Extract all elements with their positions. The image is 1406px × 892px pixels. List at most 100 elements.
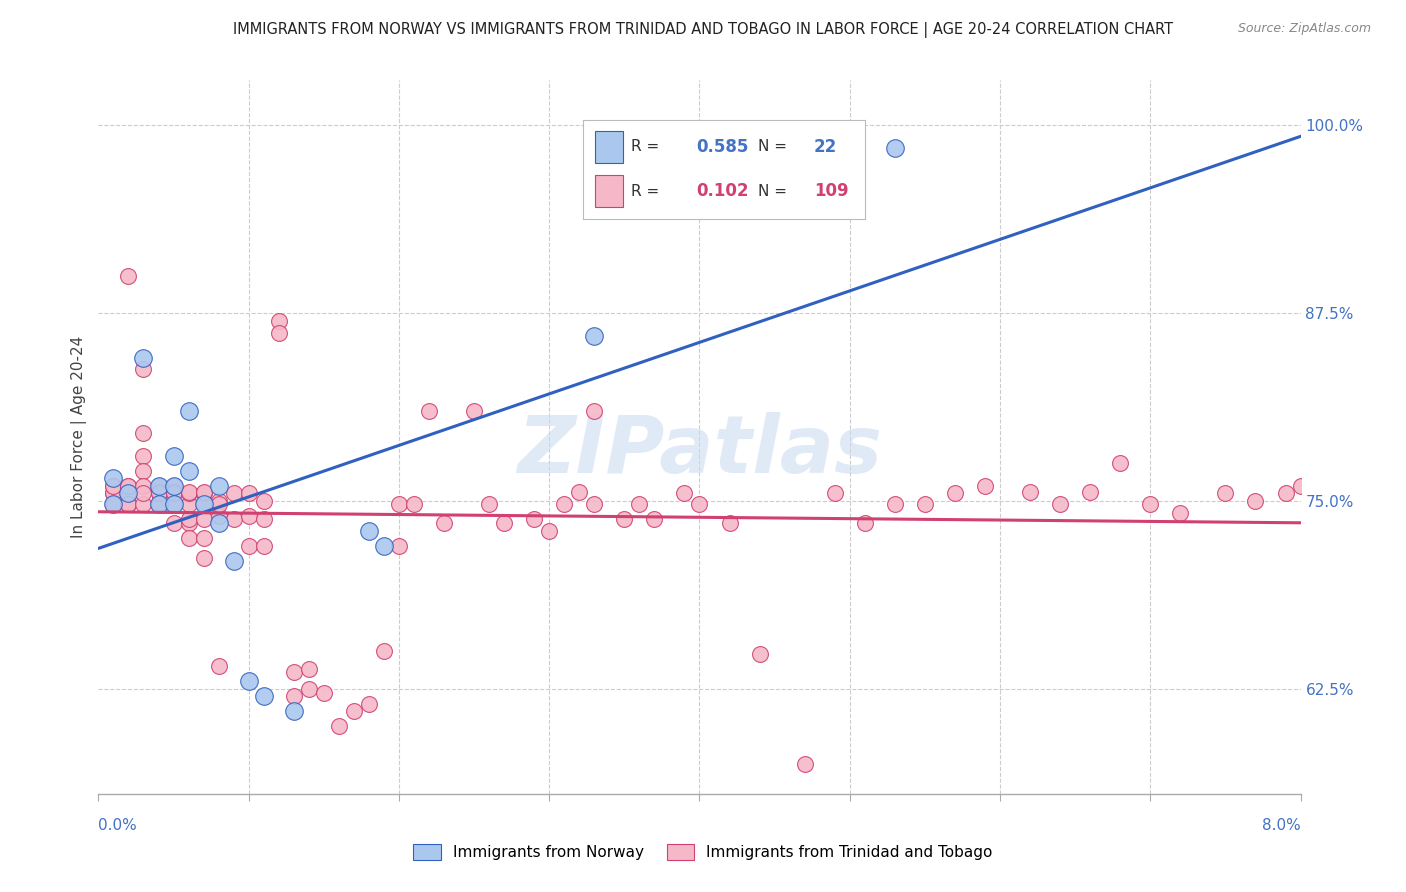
Point [148, 497, 170, 511]
Text: R =: R = [631, 139, 659, 154]
Point [103, 479, 125, 493]
Point [613, 512, 636, 526]
Point [162, 486, 184, 500]
Point [162, 497, 184, 511]
Text: R =: R = [631, 184, 659, 199]
Point [463, 404, 485, 418]
Point [117, 479, 139, 493]
Text: 8.0%: 8.0% [1261, 818, 1301, 832]
Point [117, 479, 139, 493]
Point [494, 516, 516, 531]
Point [177, 404, 200, 418]
Text: IMMIGRANTS FROM NORWAY VS IMMIGRANTS FROM TRINIDAD AND TOBAGO IN LABOR FORCE | A: IMMIGRANTS FROM NORWAY VS IMMIGRANTS FRO… [233, 22, 1173, 38]
Point [238, 674, 260, 689]
Point [103, 497, 125, 511]
Point [222, 486, 245, 500]
Text: 22: 22 [814, 138, 838, 156]
Point [267, 313, 290, 327]
Point [162, 479, 184, 493]
Text: Source: ZipAtlas.com: Source: ZipAtlas.com [1237, 22, 1371, 36]
Point [117, 497, 139, 511]
Point [132, 479, 155, 493]
Point [148, 479, 170, 493]
Point [1109, 456, 1132, 470]
Point [193, 551, 215, 566]
Text: N =: N = [758, 184, 787, 199]
Point [193, 486, 215, 500]
Point [388, 539, 411, 553]
Point [433, 516, 456, 531]
Point [883, 497, 905, 511]
Point [148, 479, 170, 493]
Point [208, 494, 231, 508]
FancyBboxPatch shape [595, 176, 623, 207]
Point [253, 539, 276, 553]
FancyBboxPatch shape [595, 131, 623, 162]
Point [568, 484, 591, 499]
Point [298, 662, 321, 676]
Point [177, 512, 200, 526]
Point [162, 449, 184, 463]
Point [312, 686, 335, 700]
Point [1049, 497, 1071, 511]
Point [193, 512, 215, 526]
Point [283, 665, 305, 680]
Point [538, 524, 561, 538]
Point [643, 512, 665, 526]
Point [1215, 486, 1237, 500]
Point [148, 497, 170, 511]
Point [388, 497, 411, 511]
Text: 109: 109 [814, 182, 849, 200]
Text: 0.102: 0.102 [696, 182, 748, 200]
Point [914, 497, 936, 511]
Point [162, 497, 184, 511]
Point [103, 479, 125, 493]
Point [208, 497, 231, 511]
Point [673, 486, 696, 500]
Point [177, 464, 200, 478]
Point [117, 497, 139, 511]
Point [117, 268, 139, 283]
Point [553, 497, 575, 511]
Y-axis label: In Labor Force | Age 20-24: In Labor Force | Age 20-24 [72, 336, 87, 538]
Point [238, 539, 260, 553]
Point [343, 704, 366, 718]
Text: N =: N = [758, 139, 787, 154]
Point [793, 756, 815, 771]
Point [373, 539, 395, 553]
Point [853, 516, 876, 531]
Point [117, 486, 139, 500]
Point [1274, 486, 1296, 500]
Point [103, 497, 125, 511]
Point [583, 328, 606, 343]
Point [298, 681, 321, 696]
Point [357, 524, 380, 538]
Text: 0.585: 0.585 [696, 138, 748, 156]
Point [132, 486, 155, 500]
Point [208, 479, 231, 493]
Point [132, 361, 155, 376]
Point [238, 508, 260, 523]
Point [103, 497, 125, 511]
Point [283, 690, 305, 704]
Point [583, 404, 606, 418]
Text: 0.0%: 0.0% [98, 818, 138, 832]
Point [117, 486, 139, 500]
Point [117, 497, 139, 511]
Point [357, 697, 380, 711]
Point [253, 512, 276, 526]
Point [193, 497, 215, 511]
Point [162, 484, 184, 499]
Point [162, 497, 184, 511]
Point [1289, 479, 1312, 493]
Point [253, 494, 276, 508]
Point [177, 532, 200, 546]
Point [689, 497, 711, 511]
Point [162, 479, 184, 493]
Point [208, 659, 231, 673]
Point [132, 497, 155, 511]
Point [193, 497, 215, 511]
Point [177, 484, 200, 499]
Point [328, 719, 350, 733]
Point [117, 486, 139, 500]
